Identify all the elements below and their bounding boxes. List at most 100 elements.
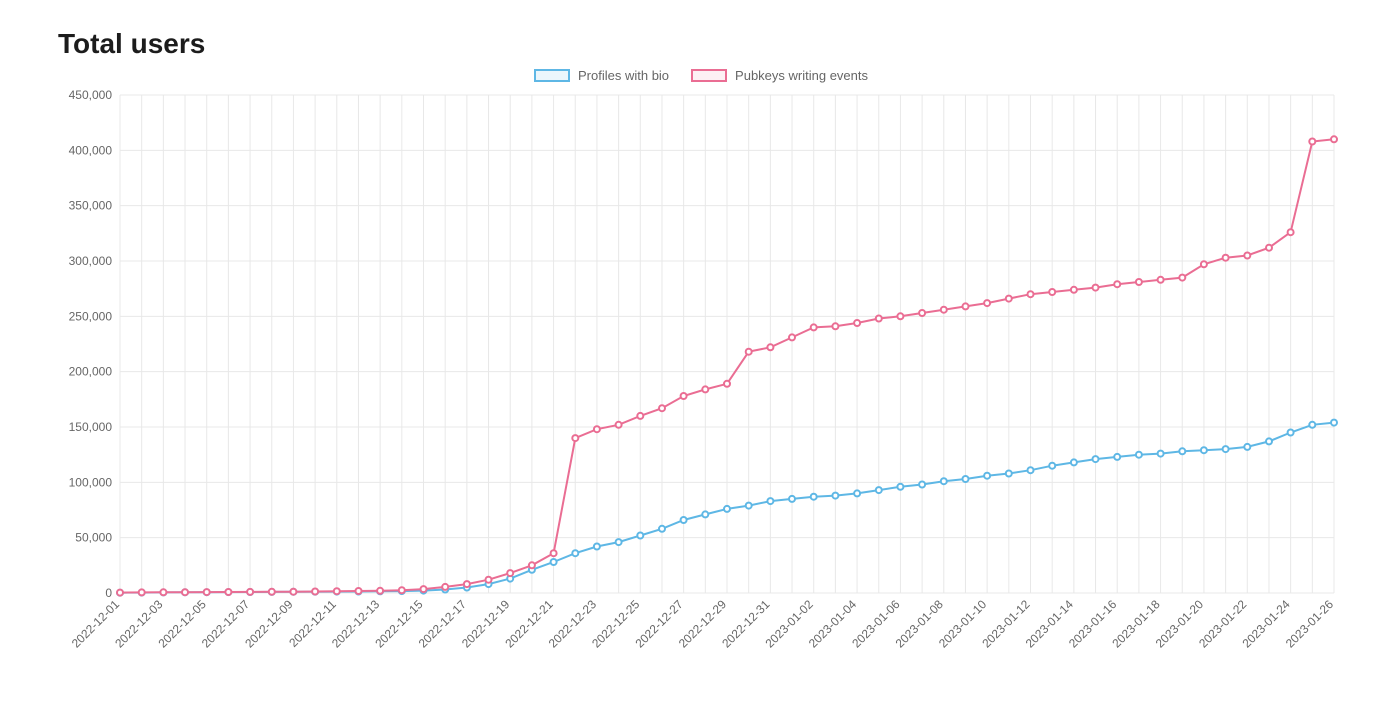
data-point[interactable] <box>637 533 643 539</box>
data-point[interactable] <box>507 570 513 576</box>
data-point[interactable] <box>659 405 665 411</box>
data-point[interactable] <box>941 478 947 484</box>
data-point[interactable] <box>1006 471 1012 477</box>
data-point[interactable] <box>1309 139 1315 145</box>
data-point[interactable] <box>529 562 535 568</box>
legend-item-0[interactable]: Profiles with bio <box>534 68 669 83</box>
data-point[interactable] <box>1309 422 1315 428</box>
data-point[interactable] <box>854 490 860 496</box>
data-point[interactable] <box>767 344 773 350</box>
data-point[interactable] <box>681 517 687 523</box>
data-point[interactable] <box>486 577 492 583</box>
data-point[interactable] <box>876 487 882 493</box>
data-point[interactable] <box>1093 285 1099 291</box>
data-point[interactable] <box>702 511 708 517</box>
data-point[interactable] <box>182 589 188 595</box>
data-point[interactable] <box>1136 452 1142 458</box>
data-point[interactable] <box>1244 253 1250 259</box>
data-point[interactable] <box>1244 444 1250 450</box>
data-point[interactable] <box>269 589 275 595</box>
data-point[interactable] <box>811 324 817 330</box>
data-point[interactable] <box>290 589 296 595</box>
data-point[interactable] <box>1331 136 1337 142</box>
data-point[interactable] <box>572 435 578 441</box>
data-point[interactable] <box>1266 245 1272 251</box>
data-point[interactable] <box>1266 438 1272 444</box>
data-point[interactable] <box>1049 463 1055 469</box>
data-point[interactable] <box>789 496 795 502</box>
data-point[interactable] <box>421 586 427 592</box>
data-point[interactable] <box>616 539 622 545</box>
data-point[interactable] <box>377 588 383 594</box>
data-point[interactable] <box>724 506 730 512</box>
data-point[interactable] <box>1114 454 1120 460</box>
data-point[interactable] <box>984 473 990 479</box>
data-point[interactable] <box>1006 296 1012 302</box>
data-point[interactable] <box>832 323 838 329</box>
data-point[interactable] <box>1136 279 1142 285</box>
data-point[interactable] <box>897 313 903 319</box>
data-point[interactable] <box>963 303 969 309</box>
data-point[interactable] <box>1179 275 1185 281</box>
data-point[interactable] <box>117 590 123 596</box>
data-point[interactable] <box>225 589 231 595</box>
data-point[interactable] <box>1071 459 1077 465</box>
data-point[interactable] <box>811 494 817 500</box>
data-point[interactable] <box>356 588 362 594</box>
data-point[interactable] <box>1071 287 1077 293</box>
data-point[interactable] <box>399 587 405 593</box>
data-point[interactable] <box>919 482 925 488</box>
data-point[interactable] <box>1223 446 1229 452</box>
data-point[interactable] <box>1179 448 1185 454</box>
data-point[interactable] <box>832 493 838 499</box>
data-point[interactable] <box>789 334 795 340</box>
data-point[interactable] <box>984 300 990 306</box>
data-point[interactable] <box>1158 277 1164 283</box>
data-point[interactable] <box>551 559 557 565</box>
data-point[interactable] <box>724 381 730 387</box>
data-point[interactable] <box>247 589 253 595</box>
data-point[interactable] <box>1049 289 1055 295</box>
data-point[interactable] <box>637 413 643 419</box>
data-point[interactable] <box>1223 255 1229 261</box>
data-point[interactable] <box>1201 447 1207 453</box>
data-point[interactable] <box>312 589 318 595</box>
data-point[interactable] <box>1331 420 1337 426</box>
data-point[interactable] <box>1158 451 1164 457</box>
data-point[interactable] <box>572 550 578 556</box>
data-point[interactable] <box>1114 281 1120 287</box>
data-point[interactable] <box>702 386 708 392</box>
data-point[interactable] <box>681 393 687 399</box>
data-point[interactable] <box>1093 456 1099 462</box>
legend-item-1[interactable]: Pubkeys writing events <box>691 68 868 83</box>
data-point[interactable] <box>854 320 860 326</box>
data-point[interactable] <box>767 498 773 504</box>
data-point[interactable] <box>746 349 752 355</box>
data-point[interactable] <box>919 310 925 316</box>
data-point[interactable] <box>897 484 903 490</box>
data-point[interactable] <box>1028 291 1034 297</box>
data-point[interactable] <box>659 526 665 532</box>
data-point[interactable] <box>1288 229 1294 235</box>
y-tick-label: 250,000 <box>69 309 113 323</box>
data-point[interactable] <box>139 589 145 595</box>
data-point[interactable] <box>551 550 557 556</box>
y-tick-label: 200,000 <box>69 365 113 379</box>
data-point[interactable] <box>442 584 448 590</box>
legend-label: Pubkeys writing events <box>735 68 868 83</box>
data-point[interactable] <box>963 476 969 482</box>
data-point[interactable] <box>464 581 470 587</box>
data-point[interactable] <box>1028 467 1034 473</box>
data-point[interactable] <box>876 316 882 322</box>
data-point[interactable] <box>594 544 600 550</box>
data-point[interactable] <box>594 426 600 432</box>
data-point[interactable] <box>334 588 340 594</box>
data-point[interactable] <box>746 503 752 509</box>
data-point[interactable] <box>160 589 166 595</box>
data-point[interactable] <box>1288 430 1294 436</box>
y-tick-label: 150,000 <box>69 420 113 434</box>
data-point[interactable] <box>616 422 622 428</box>
data-point[interactable] <box>1201 261 1207 267</box>
data-point[interactable] <box>941 307 947 313</box>
data-point[interactable] <box>204 589 210 595</box>
